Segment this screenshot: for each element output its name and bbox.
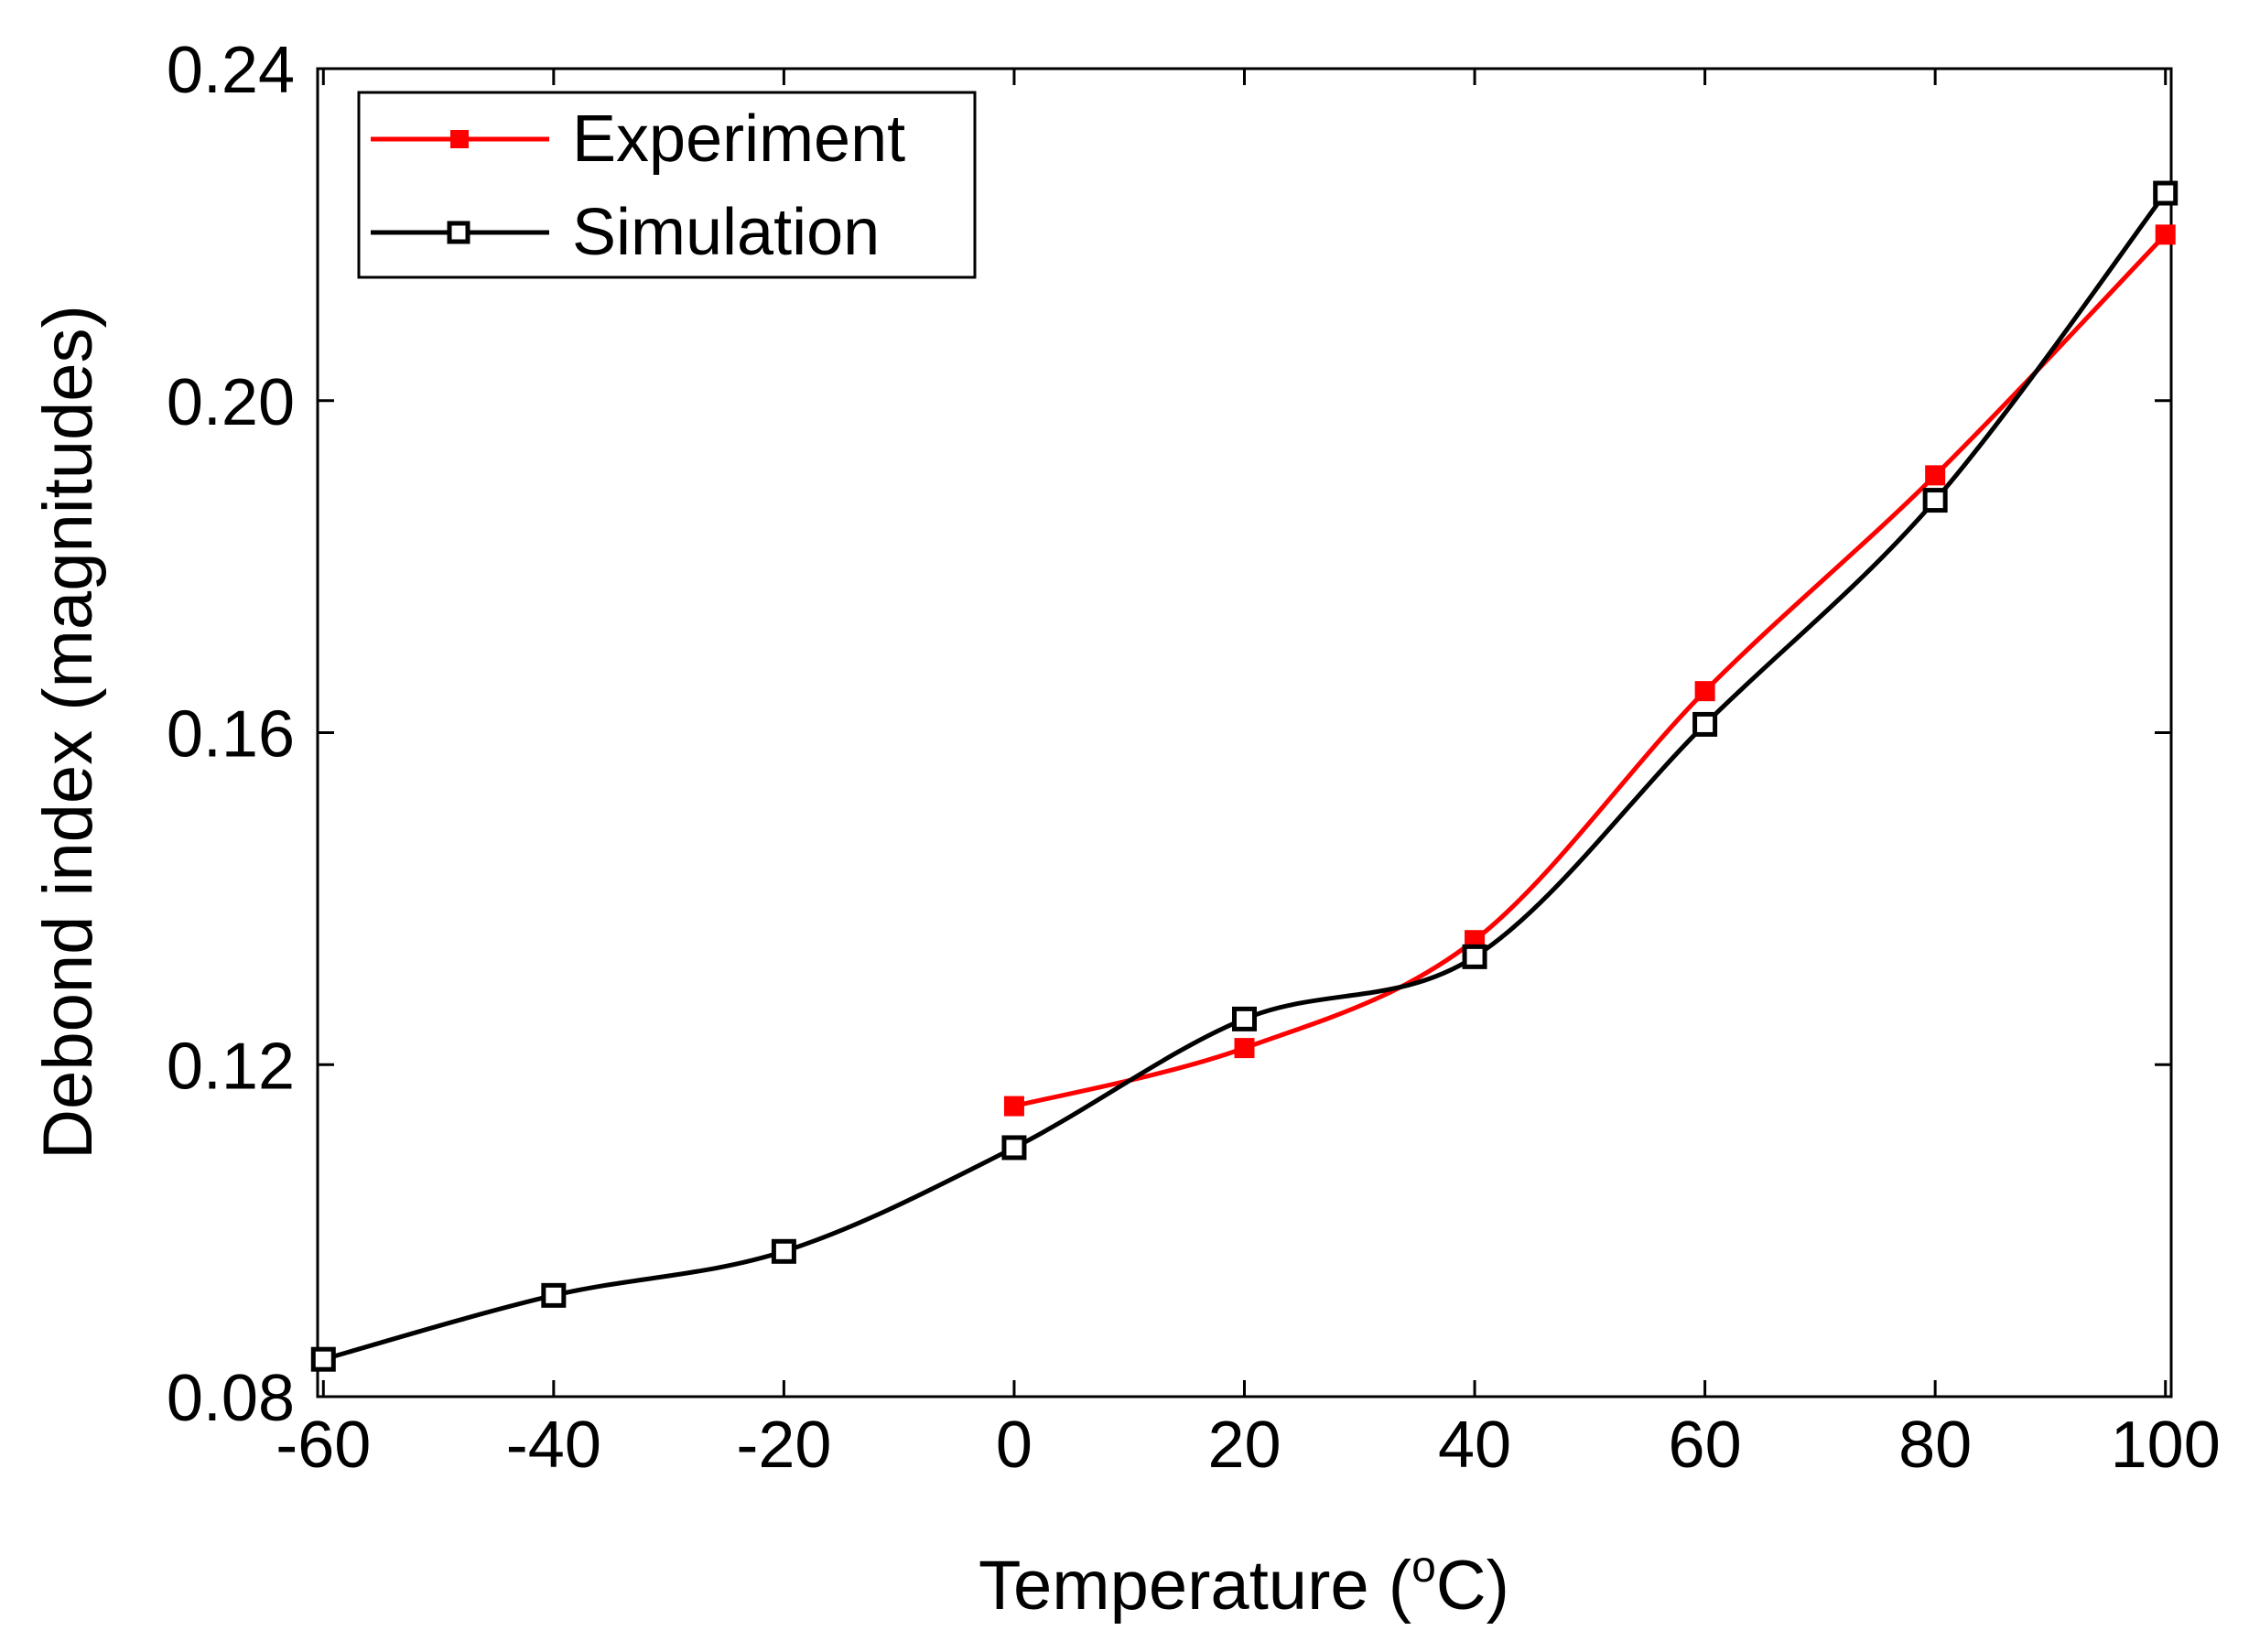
marker-simulation xyxy=(771,1238,796,1264)
marker-experiment xyxy=(1003,1096,1024,1117)
y-tick-label: 0.16 xyxy=(167,698,295,772)
marker-simulation xyxy=(1922,488,1948,513)
x-tick-label: -20 xyxy=(736,1409,831,1482)
x-tick-label: 80 xyxy=(1898,1409,1972,1482)
marker-experiment xyxy=(1234,1038,1255,1059)
axis-ticks: -60 -40 -20 0 20 40 60 80 100 0.08 0.12 0.16 0.20 0.2… xyxy=(167,34,2221,1482)
x-tick-label: -40 xyxy=(506,1409,601,1482)
x-tick-label: 60 xyxy=(1669,1409,1742,1482)
legend-label-simulation: Simulation xyxy=(572,196,880,269)
marker-experiment xyxy=(1925,465,1946,486)
marker-simulation xyxy=(1232,1006,1257,1031)
x-tick-label: 100 xyxy=(2111,1409,2221,1482)
x-tick-label: 0 xyxy=(996,1409,1033,1482)
marker-simulation xyxy=(1001,1135,1027,1161)
x-axis-title: Temperature (oC) xyxy=(979,1543,1509,1625)
plot-area xyxy=(316,67,2173,1398)
legend-label-experiment: Experiment xyxy=(572,103,905,176)
y-tick-label: 0.08 xyxy=(167,1362,295,1435)
y-tick-label: 0.24 xyxy=(167,34,295,107)
x-tick-label: 40 xyxy=(1438,1409,1511,1482)
marker-simulation xyxy=(2153,180,2179,206)
series-line-simulation xyxy=(322,191,2168,1362)
x-tick-label: 20 xyxy=(1207,1409,1281,1482)
y-tick-label: 0.12 xyxy=(167,1030,295,1103)
series-layer xyxy=(310,180,2179,1372)
legend-box xyxy=(357,91,977,279)
legend-marker-simulation xyxy=(447,221,470,244)
series-line-experiment xyxy=(1013,232,2168,1109)
x-tick-label: -60 xyxy=(276,1409,371,1482)
marker-simulation xyxy=(541,1282,567,1308)
y-tick-label: 0.20 xyxy=(167,366,295,439)
marker-simulation xyxy=(1462,944,1487,969)
marker-experiment xyxy=(2155,224,2176,245)
y-axis-title: Debond index (magnitudes) xyxy=(29,305,107,1160)
marker-experiment xyxy=(1694,681,1715,702)
marker-simulation xyxy=(1692,711,1718,737)
legend-marker-experiment xyxy=(450,130,469,148)
legend: Experiment Simulation xyxy=(357,91,977,279)
marker-simulation xyxy=(310,1346,336,1372)
